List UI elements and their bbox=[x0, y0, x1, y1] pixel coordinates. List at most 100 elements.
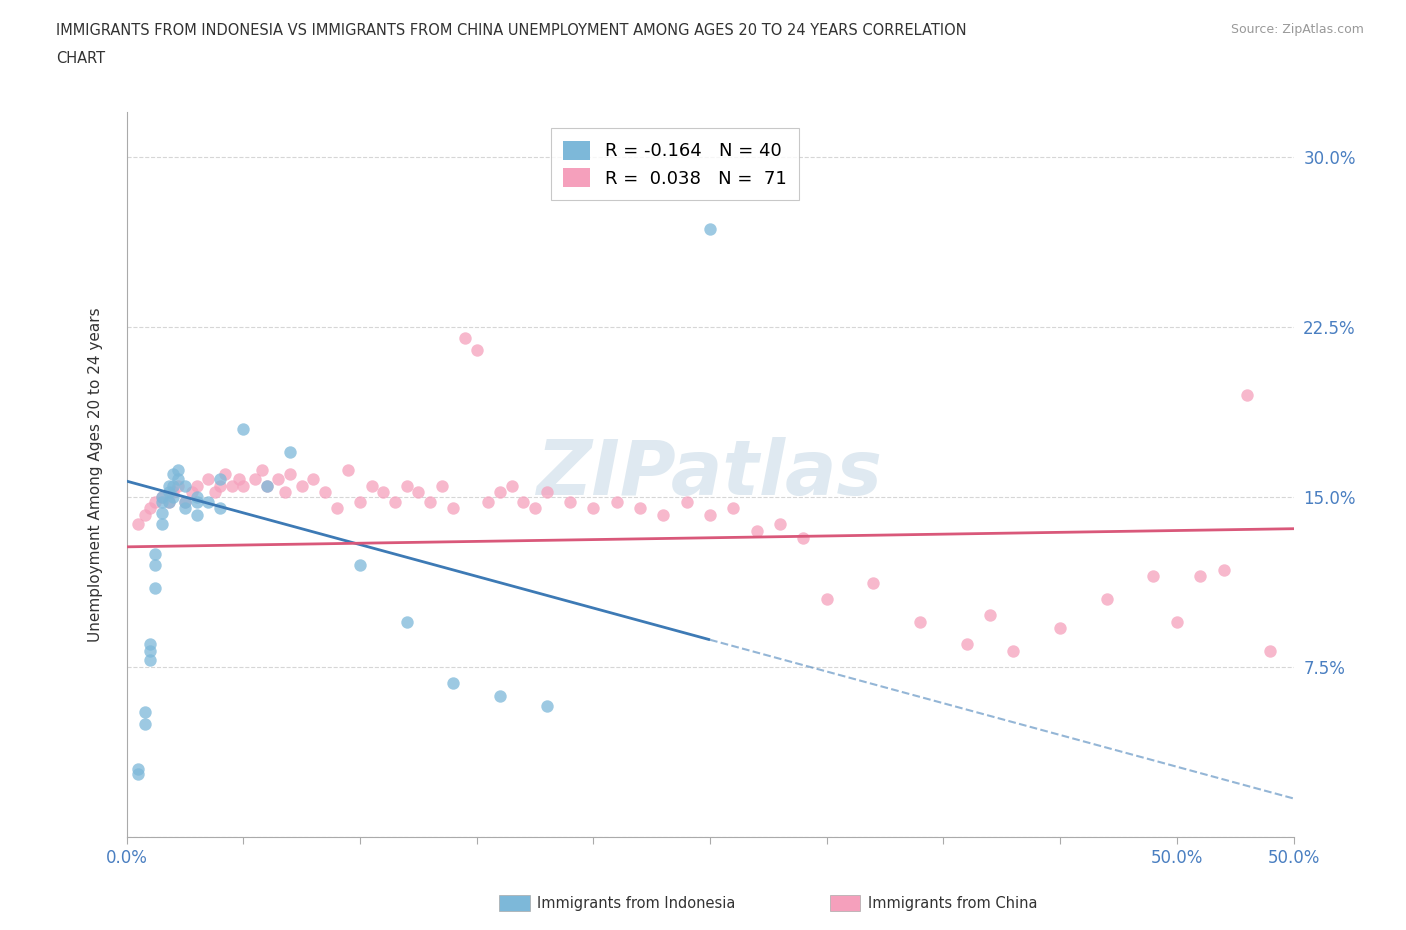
Point bbox=[278, 467, 301, 482]
Point bbox=[180, 485, 202, 500]
Point bbox=[1258, 644, 1281, 658]
Point bbox=[162, 478, 184, 493]
Point bbox=[1142, 569, 1164, 584]
Point bbox=[157, 494, 180, 509]
Point bbox=[186, 508, 208, 523]
Text: Immigrants from Indonesia: Immigrants from Indonesia bbox=[537, 896, 735, 910]
Bar bbox=[499, 895, 530, 911]
Point bbox=[1212, 562, 1234, 577]
Point bbox=[232, 421, 254, 436]
Point bbox=[815, 591, 838, 606]
Point bbox=[157, 478, 180, 493]
Point bbox=[349, 558, 371, 573]
Point bbox=[221, 478, 243, 493]
Point bbox=[150, 505, 173, 520]
Point bbox=[314, 485, 336, 500]
Point bbox=[395, 614, 418, 629]
Point bbox=[197, 494, 219, 509]
Point bbox=[167, 472, 190, 486]
Point bbox=[1236, 388, 1258, 403]
Point bbox=[723, 501, 745, 516]
Point bbox=[143, 580, 166, 595]
Point bbox=[454, 331, 477, 346]
Point bbox=[134, 508, 156, 523]
Point bbox=[337, 462, 360, 477]
Point bbox=[143, 546, 166, 561]
Point bbox=[139, 644, 162, 658]
Point bbox=[1095, 591, 1118, 606]
Point bbox=[232, 478, 254, 493]
Point bbox=[290, 478, 312, 493]
Text: CHART: CHART bbox=[56, 51, 105, 66]
Point bbox=[325, 501, 347, 516]
Point bbox=[582, 501, 605, 516]
Point bbox=[1002, 644, 1025, 658]
Point bbox=[558, 494, 581, 509]
Point bbox=[208, 472, 231, 486]
Point bbox=[512, 494, 534, 509]
Point bbox=[139, 653, 162, 668]
Point bbox=[204, 485, 226, 500]
Point bbox=[162, 489, 184, 504]
Point bbox=[536, 485, 558, 500]
Point bbox=[186, 478, 208, 493]
Point bbox=[139, 501, 162, 516]
Point bbox=[792, 530, 814, 545]
Point bbox=[167, 462, 190, 477]
Point bbox=[186, 494, 208, 509]
Point bbox=[150, 489, 173, 504]
Point bbox=[162, 467, 184, 482]
Text: Immigrants from China: Immigrants from China bbox=[868, 896, 1038, 910]
Point bbox=[243, 472, 266, 486]
Point bbox=[862, 576, 884, 591]
Point bbox=[441, 501, 464, 516]
Point bbox=[699, 222, 721, 237]
Point bbox=[250, 462, 273, 477]
Point bbox=[395, 478, 418, 493]
Bar bbox=[830, 895, 860, 911]
Point bbox=[174, 494, 197, 509]
Point bbox=[441, 675, 464, 690]
Point bbox=[256, 478, 278, 493]
Text: Source: ZipAtlas.com: Source: ZipAtlas.com bbox=[1230, 23, 1364, 36]
Point bbox=[150, 517, 173, 532]
Point bbox=[150, 494, 173, 509]
Point bbox=[134, 705, 156, 720]
Point bbox=[134, 716, 156, 731]
Point bbox=[143, 494, 166, 509]
Point bbox=[127, 762, 149, 777]
Point bbox=[373, 485, 395, 500]
Point bbox=[349, 494, 371, 509]
Point bbox=[208, 478, 231, 493]
Point bbox=[908, 614, 931, 629]
Point bbox=[143, 558, 166, 573]
Point bbox=[1189, 569, 1212, 584]
Point bbox=[150, 489, 173, 504]
Point bbox=[979, 607, 1001, 622]
Y-axis label: Unemployment Among Ages 20 to 24 years: Unemployment Among Ages 20 to 24 years bbox=[89, 307, 103, 642]
Point bbox=[384, 494, 406, 509]
Point bbox=[197, 472, 219, 486]
Point bbox=[652, 508, 675, 523]
Point bbox=[157, 485, 180, 500]
Point bbox=[1166, 614, 1188, 629]
Text: ZIPatlas: ZIPatlas bbox=[537, 437, 883, 512]
Point bbox=[174, 501, 197, 516]
Point bbox=[267, 472, 290, 486]
Point bbox=[501, 478, 523, 493]
Point bbox=[228, 472, 250, 486]
Point bbox=[208, 501, 231, 516]
Point bbox=[536, 698, 558, 713]
Point bbox=[699, 508, 721, 523]
Point bbox=[274, 485, 297, 500]
Point bbox=[167, 478, 190, 493]
Legend: R = -0.164   N = 40, R =  0.038   N =  71: R = -0.164 N = 40, R = 0.038 N = 71 bbox=[551, 128, 799, 200]
Point bbox=[675, 494, 697, 509]
Point bbox=[278, 445, 301, 459]
Point bbox=[745, 524, 768, 538]
Point bbox=[430, 478, 453, 493]
Point bbox=[408, 485, 430, 500]
Point bbox=[477, 494, 499, 509]
Point bbox=[628, 501, 651, 516]
Point bbox=[127, 766, 149, 781]
